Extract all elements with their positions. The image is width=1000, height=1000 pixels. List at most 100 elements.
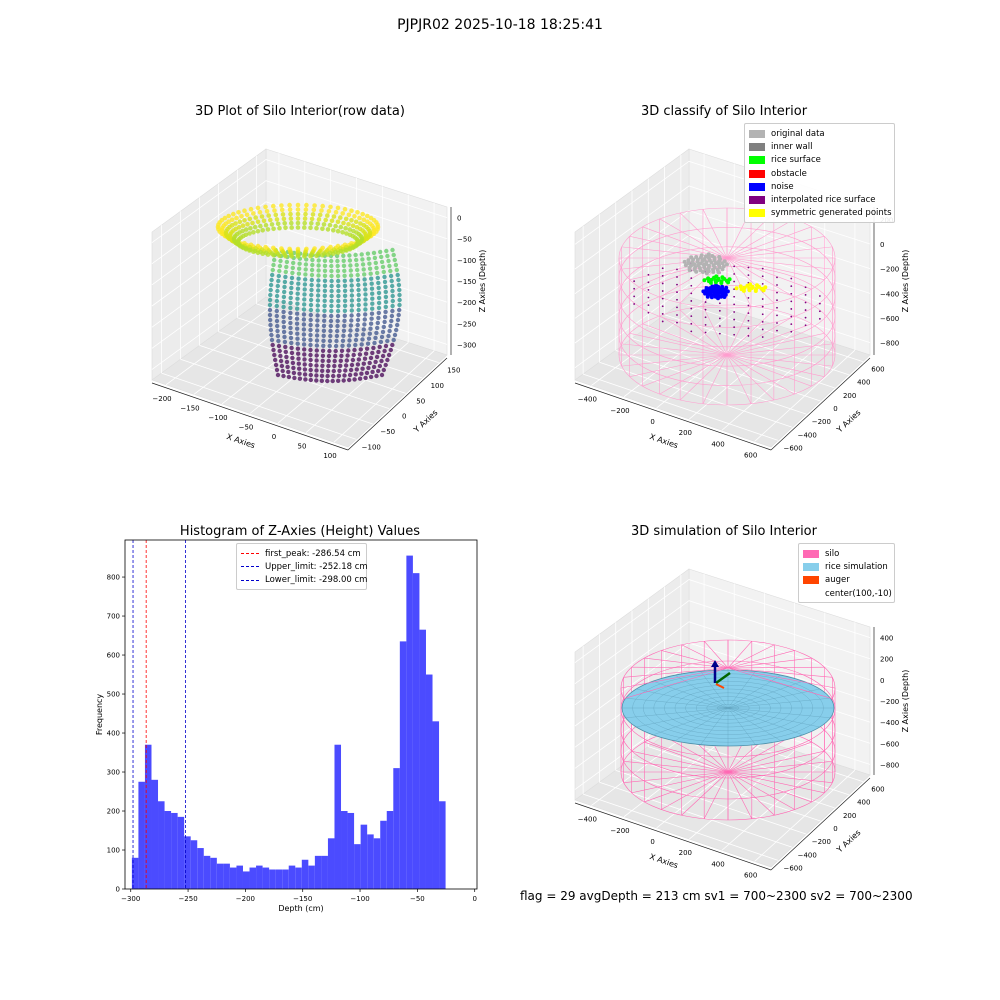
- hist-bar: [249, 867, 257, 889]
- p1-x-tick-label: 0: [272, 433, 276, 441]
- hist-bar: [393, 768, 400, 889]
- p2-z-axis-label: Z Axies (Depth): [901, 250, 910, 313]
- hist-x-tick-label: −300: [121, 895, 140, 903]
- hist-bar: [210, 857, 217, 889]
- p1-z-tick-label: −150: [457, 278, 476, 286]
- panel1-title: 3D Plot of Silo Interior(row data): [195, 104, 405, 119]
- hist-bar: [151, 779, 159, 889]
- legend-label: Upper_limit: -252.18 cm: [265, 561, 368, 572]
- p4-y-tick-label: 200: [843, 812, 856, 820]
- hist-bar: [439, 801, 446, 889]
- hist-bar: [341, 811, 348, 889]
- legend-entry: auger: [803, 574, 889, 587]
- legend-swatch: [803, 562, 819, 571]
- legend-entry: obstacle: [749, 167, 889, 180]
- hist-y-axis-label: Frequency: [95, 694, 104, 736]
- status-footer: flag = 29 avgDepth = 213 cm sv1 = 700~23…: [520, 889, 913, 903]
- hist-bar: [425, 674, 433, 889]
- hist-bar: [262, 867, 270, 889]
- legend-entry: original data: [749, 127, 889, 140]
- hist-y-tick-label: 500: [107, 691, 120, 699]
- hist-frame: [124, 539, 478, 890]
- p4-y-tick-label: −200: [812, 838, 831, 846]
- hist-bar: [229, 867, 237, 889]
- p1-y-axis-line: [347, 357, 448, 451]
- legend-label: rice surface: [771, 155, 821, 166]
- hist-bar: [314, 855, 322, 889]
- legend-swatch: [749, 156, 765, 165]
- p4-x-tick-label: 600: [744, 871, 757, 879]
- legend-label: interpolated rice surface: [771, 195, 876, 206]
- p2-x-tick-label: 200: [679, 429, 692, 437]
- hist-bar: [380, 820, 387, 889]
- p1-z-tick-label: −100: [457, 257, 476, 265]
- p2-rice-surface-points: [702, 274, 732, 285]
- p4-y-tick-label: 0: [833, 825, 837, 833]
- hist-bar: [171, 812, 178, 889]
- hist-y-tick-label: 700: [107, 613, 120, 621]
- p4-rice-mesh: [622, 670, 834, 746]
- hist-bar: [223, 863, 230, 889]
- panel4-title: 3D simulation of Silo Interior: [631, 524, 817, 539]
- p2-z-tick-label: −200: [880, 266, 899, 274]
- legend-entry: center(100,-10): [803, 587, 892, 600]
- hist-y-tick-label: 400: [107, 730, 120, 738]
- p1-z-tick-label: 0: [457, 215, 461, 223]
- legend-swatch: [749, 129, 765, 138]
- hist-bar: [412, 573, 420, 889]
- hist-bar: [406, 555, 413, 889]
- hist-bar: [184, 836, 191, 889]
- legend-entry: interpolated rice surface: [749, 193, 889, 206]
- hist-bar: [236, 865, 243, 889]
- legend-line-swatch: [241, 579, 259, 581]
- p1-z-axis-label: Z Axies (Depth): [478, 250, 487, 313]
- hist-bar: [360, 824, 368, 889]
- p2-z-tick-label: −600: [880, 315, 899, 323]
- p2-x-tick-label: 600: [744, 451, 757, 459]
- p1-x-tick-label: 50: [298, 443, 307, 451]
- p4-y-tick-label: −400: [798, 851, 817, 859]
- p1-x-tick-label: −200: [152, 395, 171, 403]
- legend-label: noise: [771, 181, 794, 192]
- p1-x-axis-line: [151, 382, 349, 451]
- p4-y-tick-label: 600: [871, 786, 884, 794]
- panel3-title: Histogram of Z-Axies (Height) Values: [179, 524, 421, 539]
- hist-bar: [327, 838, 335, 889]
- hist-bar: [399, 641, 407, 889]
- legend-label: auger: [825, 575, 850, 586]
- legend-label: inner wall: [771, 141, 813, 152]
- legend-swatch: [749, 209, 765, 218]
- p4-z-tick-label: −200: [880, 698, 899, 706]
- hist-bar: [216, 863, 224, 889]
- hist-bar: [282, 869, 289, 889]
- hist-bar: [164, 811, 172, 889]
- p2-y-tick-label: −200: [812, 418, 831, 426]
- p4-x-tick-label: −400: [578, 816, 597, 824]
- p1-points: [215, 202, 402, 384]
- legend-entry: rice surface: [749, 154, 889, 167]
- p1-y-tick-label: −50: [380, 428, 395, 436]
- hist-x-tick-label: −150: [293, 895, 312, 903]
- p2-y-tick-label: 600: [871, 366, 884, 374]
- hist-bar: [334, 744, 342, 889]
- hist-bar: [288, 865, 296, 889]
- p2-x-tick-label: −400: [578, 396, 597, 404]
- hist-bar: [203, 855, 211, 889]
- p2-x-tick-label: 0: [650, 418, 654, 426]
- legend-label: center(100,-10): [825, 588, 892, 599]
- simulation-legend: silo rice simulation auger center(100,-10): [798, 543, 895, 604]
- hist-bar: [158, 801, 165, 889]
- hist-bar: [419, 629, 426, 889]
- legend-entry: first_peak: -286.54 cm: [241, 547, 361, 560]
- p2-noise-points: [701, 283, 730, 301]
- legend-swatch: [803, 590, 819, 598]
- legend-label: obstacle: [771, 168, 807, 179]
- legend-label: silo: [825, 548, 840, 559]
- p4-auger-arrow-y: [715, 671, 731, 685]
- p2-x-axis-line: [574, 382, 772, 451]
- hist-bar: [432, 721, 440, 889]
- legend-entry: Upper_limit: -252.18 cm: [241, 560, 368, 573]
- hist-y-tick-label: 300: [107, 769, 120, 777]
- p4-auger-arrow-z-head: [711, 660, 719, 667]
